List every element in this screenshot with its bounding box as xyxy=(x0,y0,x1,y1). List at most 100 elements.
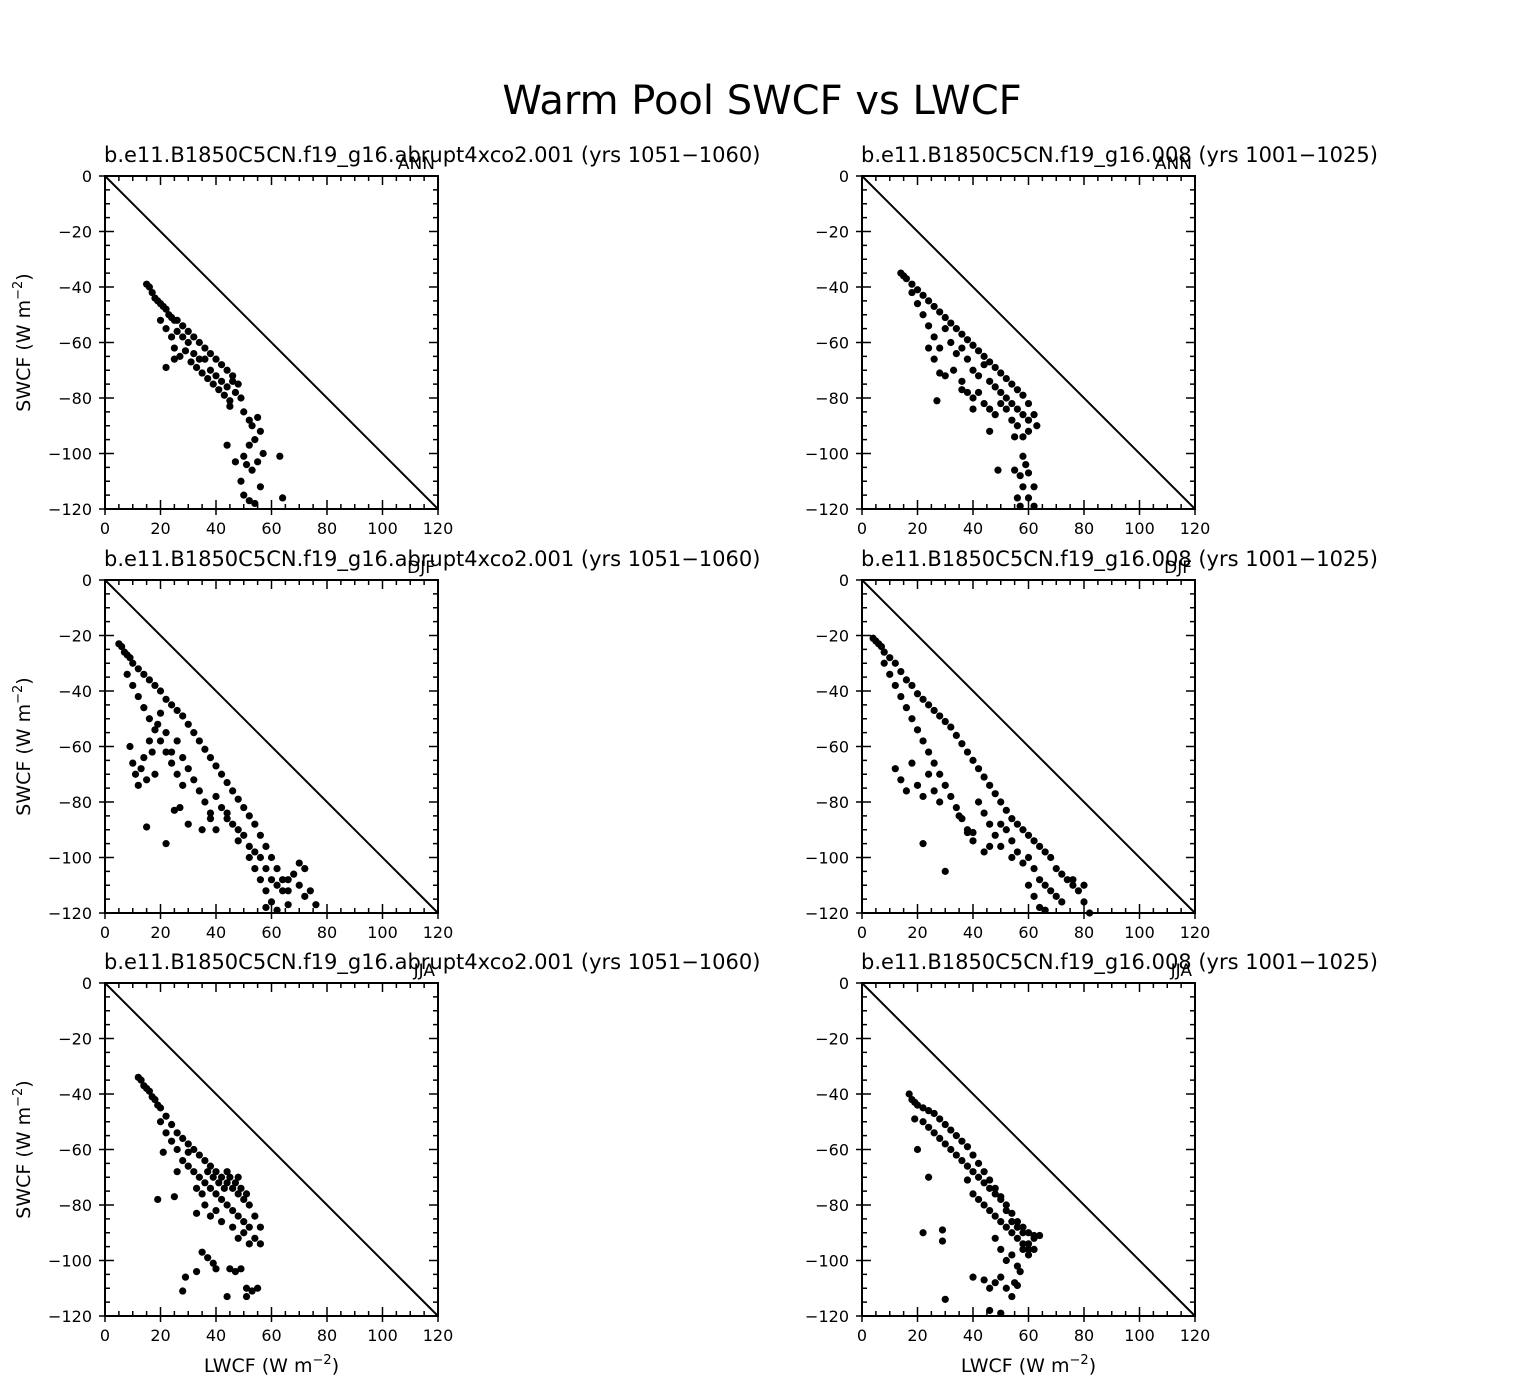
data-point xyxy=(151,1095,159,1104)
data-point xyxy=(974,1195,983,1204)
data-point xyxy=(969,837,977,845)
data-point xyxy=(162,748,170,756)
data-point xyxy=(134,692,142,701)
data-point xyxy=(941,1140,949,1148)
data-point xyxy=(1008,815,1016,823)
data-point xyxy=(201,355,209,363)
data-point xyxy=(974,765,983,773)
data-point xyxy=(1030,1245,1038,1253)
data-point xyxy=(184,765,192,773)
data-point xyxy=(126,654,134,662)
x-tick-label: 100 xyxy=(1124,519,1155,538)
data-point xyxy=(1016,502,1024,510)
data-point xyxy=(259,449,267,458)
data-point xyxy=(913,1145,922,1154)
data-point xyxy=(242,1292,251,1301)
data-point xyxy=(958,344,966,352)
data-point xyxy=(1085,909,1094,917)
data-point xyxy=(952,325,960,333)
data-point xyxy=(1019,826,1027,834)
data-point xyxy=(279,494,287,502)
data-point xyxy=(913,286,922,294)
data-point xyxy=(162,729,170,737)
data-point xyxy=(231,458,240,466)
data-point xyxy=(1002,1206,1010,1215)
data-point xyxy=(963,1176,972,1184)
data-point xyxy=(938,1237,947,1245)
data-point xyxy=(248,422,256,430)
y-tick-label: −40 xyxy=(58,278,92,297)
data-point xyxy=(941,1295,949,1303)
data-point xyxy=(991,1234,999,1242)
data-point xyxy=(217,361,226,369)
data-point xyxy=(1041,881,1049,889)
data-point xyxy=(1019,1229,1027,1237)
season-label: DJF xyxy=(407,558,435,578)
data-point xyxy=(1024,399,1033,408)
data-point xyxy=(217,803,226,812)
data-point xyxy=(168,1120,176,1129)
data-point xyxy=(958,740,966,748)
reference-line xyxy=(104,982,439,1317)
data-point xyxy=(145,283,153,291)
y-tick-label: −20 xyxy=(815,223,849,242)
data-point xyxy=(190,729,198,737)
data-point xyxy=(126,742,134,751)
x-tick-label: 40 xyxy=(963,519,983,538)
data-point xyxy=(991,363,999,372)
data-point xyxy=(251,1212,259,1220)
data-point xyxy=(173,706,181,715)
season-label: JJA xyxy=(413,961,436,981)
data-point xyxy=(930,759,938,767)
data-point xyxy=(902,676,911,684)
data-point xyxy=(212,826,220,834)
data-point xyxy=(223,809,231,817)
data-point xyxy=(195,355,203,363)
data-point xyxy=(140,670,148,678)
data-point xyxy=(1022,461,1030,469)
data-point xyxy=(245,853,253,862)
data-point xyxy=(902,275,911,283)
data-point xyxy=(1019,483,1027,491)
data-point xyxy=(969,1190,977,1198)
data-point xyxy=(226,1173,234,1181)
data-point xyxy=(947,319,955,327)
season-label: ANN xyxy=(1155,154,1192,174)
y-tick-label: −80 xyxy=(815,389,849,408)
data-point xyxy=(173,1145,181,1154)
data-point xyxy=(997,1218,1005,1226)
data-point xyxy=(229,787,237,795)
data-point xyxy=(986,781,994,789)
data-point xyxy=(156,687,165,695)
data-point xyxy=(212,1206,220,1215)
data-point xyxy=(170,355,178,363)
y-tick-label: 0 xyxy=(82,167,92,186)
data-point xyxy=(184,1148,192,1156)
data-point xyxy=(301,892,309,900)
x-tick-label: 20 xyxy=(907,519,927,538)
data-point xyxy=(991,1212,999,1220)
data-point xyxy=(201,798,209,806)
x-tick-label: 120 xyxy=(423,923,454,942)
data-point xyxy=(913,690,922,698)
data-point xyxy=(1011,1279,1019,1287)
data-point xyxy=(1013,494,1022,502)
data-point xyxy=(974,1173,983,1181)
x-tick-label: 120 xyxy=(1180,1326,1211,1345)
data-point xyxy=(151,770,159,778)
data-point xyxy=(240,408,248,416)
data-point xyxy=(936,770,944,778)
data-point xyxy=(963,336,972,344)
data-point xyxy=(952,731,960,740)
data-point xyxy=(969,366,977,374)
data-point xyxy=(229,377,237,385)
data-point xyxy=(209,1173,217,1181)
data-point xyxy=(190,1145,198,1154)
data-point xyxy=(986,1184,994,1192)
data-point xyxy=(131,770,140,778)
data-point xyxy=(276,452,284,460)
data-point xyxy=(941,325,949,333)
data-point xyxy=(245,1223,253,1231)
data-point xyxy=(195,338,203,347)
data-point xyxy=(1019,1245,1027,1253)
